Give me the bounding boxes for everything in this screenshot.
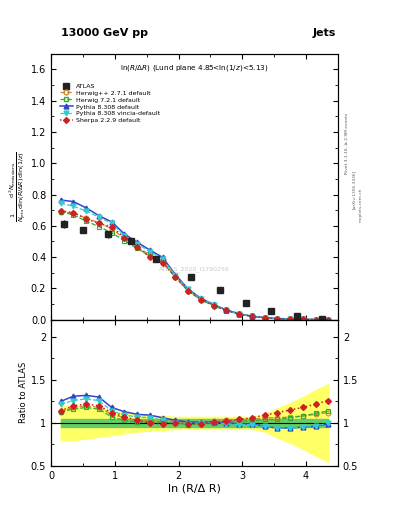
Text: mcplots.cern.ch: mcplots.cern.ch [358, 187, 362, 222]
Text: Rivet 3.1.10, ≥ 2.9M events: Rivet 3.1.10, ≥ 2.9M events [345, 113, 349, 174]
Text: 13000 GeV pp: 13000 GeV pp [61, 28, 148, 38]
Text: $\ln(R/\Delta R)$ (Lund plane 4.85<$\ln(1/z)$<5.13): $\ln(R/\Delta R)$ (Lund plane 4.85<$\ln(… [120, 63, 269, 73]
Y-axis label: $\frac{1}{N_\mathrm{jets}}\frac{\mathrm{d}^2 N_\mathrm{emissions}}{\mathrm{d}\ln: $\frac{1}{N_\mathrm{jets}}\frac{\mathrm{… [7, 151, 28, 222]
Legend: ATLAS, Herwig++ 2.7.1 default, Herwig 7.2.1 default, Pythia 8.308 default, Pythi: ATLAS, Herwig++ 2.7.1 default, Herwig 7.… [57, 81, 162, 126]
X-axis label: ln (R/Δ R): ln (R/Δ R) [168, 483, 221, 494]
Text: Jets: Jets [313, 28, 336, 38]
Text: [arXiv:1306.3436]: [arXiv:1306.3436] [352, 170, 356, 209]
Y-axis label: Ratio to ATLAS: Ratio to ATLAS [19, 362, 28, 423]
Text: ATLAS_2020_I1790256: ATLAS_2020_I1790256 [159, 266, 230, 272]
